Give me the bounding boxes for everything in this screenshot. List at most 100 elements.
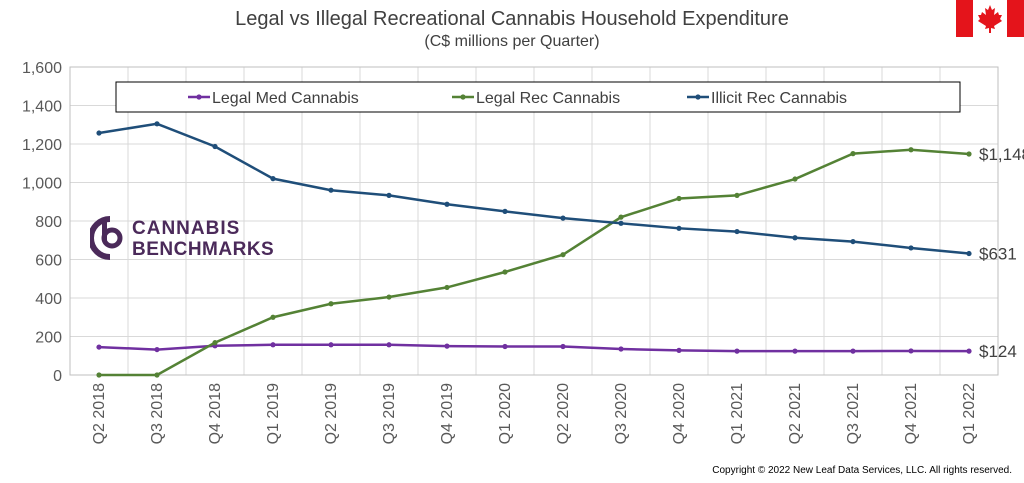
legend-marker: [695, 94, 701, 100]
data-point: [792, 348, 798, 354]
legend-item: Illicit Rec Cannabis: [687, 90, 847, 107]
plot-area-frame: [69, 66, 999, 376]
x-tick-label: Q4 2020: [671, 383, 688, 444]
data-point: [676, 347, 682, 353]
x-tick-label: Q1 2021: [729, 383, 746, 444]
data-point: [966, 348, 972, 354]
series-legal-rec-cannabis: [96, 147, 972, 378]
y-tick-label: 1,600: [22, 60, 62, 77]
x-tick-label: Q3 2020: [613, 383, 630, 444]
x-tick-label: Q1 2020: [497, 383, 514, 444]
data-point: [734, 192, 740, 198]
data-point: [444, 284, 450, 291]
data-point: [850, 348, 856, 354]
legend-label: Legal Rec Cannabis: [476, 90, 620, 107]
data-point: [734, 228, 740, 235]
x-tick-label: Q1 2019: [265, 383, 282, 444]
x-axis: Q2 2018 Q3 2018 Q4 2018 Q1 2019 Q2 2019 Q3 20…: [91, 383, 978, 444]
data-point: [154, 372, 160, 378]
x-tick-label: Q1 2022: [961, 383, 978, 444]
x-tick-label: Q4 2018: [207, 383, 224, 444]
y-tick-label: 200: [35, 330, 62, 347]
data-point: [270, 176, 276, 182]
chart-title: Legal vs Illegal Recreational Cannabis H…: [235, 8, 789, 30]
logo-text-line2: BENCHMARKS: [132, 239, 275, 260]
data-point: [676, 195, 682, 202]
y-tick-label: 600: [35, 253, 62, 270]
end-labels: $124 $1,148 $631: [979, 145, 1024, 361]
data-point: [328, 342, 334, 348]
legend-item: Legal Rec Cannabis: [452, 90, 620, 107]
data-point: [618, 346, 624, 352]
end-value-label: $124: [979, 342, 1017, 361]
data-point: [850, 238, 856, 245]
data-point: [386, 294, 392, 300]
logo-mark-icon: [90, 216, 123, 260]
data-point: [444, 201, 450, 207]
data-point: [908, 245, 914, 251]
data-point: [328, 301, 334, 307]
data-point: [502, 343, 508, 350]
x-tick-label: Q3 2019: [381, 383, 398, 444]
x-tick-label: Q3 2018: [149, 383, 166, 444]
series-line: [98, 343, 970, 353]
series-lines: [96, 121, 972, 378]
data-point: [154, 346, 160, 353]
x-tick-label: Q2 2020: [555, 383, 572, 444]
data-point: [96, 372, 102, 378]
series-line: [98, 122, 970, 255]
data-point: [792, 235, 798, 241]
x-tick-label: Q4 2021: [903, 383, 920, 444]
legend-marker: [460, 94, 466, 100]
series-legal-med-cannabis: [96, 342, 972, 354]
x-tick-label: Q4 2019: [439, 383, 456, 444]
legend-item: Legal Med Cannabis: [188, 90, 359, 107]
data-point: [270, 314, 276, 320]
y-tick-label: 800: [35, 214, 62, 231]
end-value-label: $631: [979, 245, 1017, 264]
data-point: [328, 187, 334, 193]
data-point: [618, 214, 624, 220]
canada-flag-icon: [956, 0, 1024, 37]
legend: Legal Med Cannabis Legal Rec Cannabis Illi…: [115, 81, 961, 113]
cannabis-benchmarks-logo: CANNABIS BENCHMARKS: [90, 215, 290, 263]
data-point: [96, 130, 102, 136]
x-tick-label: Q2 2019: [323, 383, 340, 444]
y-tick-label: 1,400: [22, 99, 62, 116]
data-point: [734, 348, 740, 354]
data-point: [154, 121, 160, 127]
data-point: [386, 342, 392, 348]
end-value-label: $1,148: [979, 145, 1024, 164]
data-point: [792, 176, 798, 182]
y-tick-label: 400: [35, 291, 62, 308]
copyright-text: Copyright © 2022 New Leaf Data Services,…: [712, 465, 1012, 476]
chart-subtitle: (C$ millions per Quarter): [424, 33, 600, 50]
legend-box: [115, 81, 961, 113]
data-point: [908, 348, 914, 354]
y-tick-label: 1,200: [22, 137, 62, 154]
data-point: [966, 151, 972, 157]
data-point: [966, 250, 972, 257]
y-axis: 0 200 400 600 800 1,000 1,200 1,400 1,600: [22, 60, 62, 385]
data-point: [212, 340, 218, 346]
x-tick-label: Q3 2021: [845, 383, 862, 444]
series-line: [99, 148, 970, 377]
data-point: [444, 343, 450, 349]
legend-label: Illicit Rec Cannabis: [711, 90, 847, 107]
data-point: [560, 252, 566, 258]
data-point: [908, 147, 914, 153]
data-point: [560, 215, 566, 221]
data-point: [386, 192, 392, 198]
data-point: [212, 143, 218, 150]
y-tick-label: 0: [53, 368, 62, 385]
data-point: [560, 343, 566, 350]
data-point: [96, 344, 102, 350]
y-tick-label: 1,000: [22, 176, 62, 193]
x-tick-label: Q2 2018: [91, 383, 108, 444]
data-point: [676, 225, 682, 231]
data-point: [270, 342, 276, 348]
data-point: [618, 220, 624, 226]
legend-label: Legal Med Cannabis: [212, 90, 359, 107]
series-illicit-rec-cannabis: [96, 121, 972, 257]
